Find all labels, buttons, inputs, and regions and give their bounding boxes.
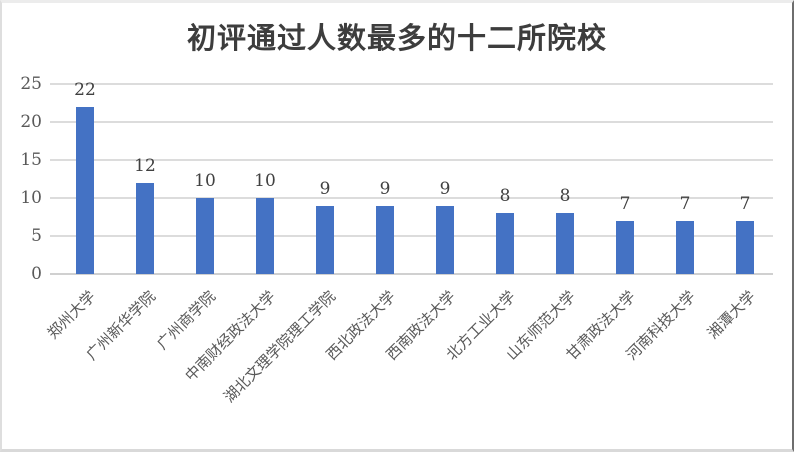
value-label: 7: [739, 193, 751, 214]
y-tick-label: 20: [20, 112, 42, 132]
chart-title: 初评通过人数最多的十二所院校: [186, 21, 607, 55]
x-category-label: 湖北文理学院理工学院: [220, 287, 340, 407]
bar: [136, 182, 154, 274]
gridline: [50, 197, 773, 199]
y-tick-label: 0: [31, 264, 42, 284]
value-label: 9: [439, 178, 451, 199]
value-label: 10: [194, 171, 216, 191]
value-label: 12: [134, 155, 156, 176]
gridline: [50, 159, 773, 161]
bar: [376, 205, 394, 274]
value-label: 9: [319, 178, 331, 199]
gridline: [50, 235, 773, 237]
y-tick-label: 5: [31, 226, 42, 246]
value-label: 7: [679, 193, 691, 214]
value-label: 7: [619, 193, 631, 214]
y-tick-label: 10: [20, 188, 42, 208]
bar: [736, 220, 754, 274]
value-label: 22: [74, 79, 96, 100]
value-label: 9: [379, 178, 391, 199]
bar: [436, 205, 454, 274]
x-category-label: 郑州大学: [43, 287, 100, 343]
bar: [556, 213, 574, 274]
bar: [496, 213, 514, 274]
x-axis-line: [50, 273, 773, 275]
bar: [676, 220, 694, 274]
gridline: [50, 121, 773, 123]
gridline: [50, 83, 773, 85]
y-tick-label: 25: [20, 74, 42, 94]
y-tick-label: 15: [20, 150, 42, 170]
x-category-label: 广州商学院: [153, 287, 220, 354]
value-label: 8: [559, 186, 571, 207]
bar: [616, 220, 634, 274]
bar: [256, 198, 274, 274]
value-label: 10: [254, 171, 276, 191]
x-category-label: 湘潭大学: [703, 287, 760, 343]
value-label: 8: [499, 186, 511, 207]
bar: [316, 205, 334, 274]
bar: [76, 106, 94, 274]
bar: [196, 198, 214, 274]
